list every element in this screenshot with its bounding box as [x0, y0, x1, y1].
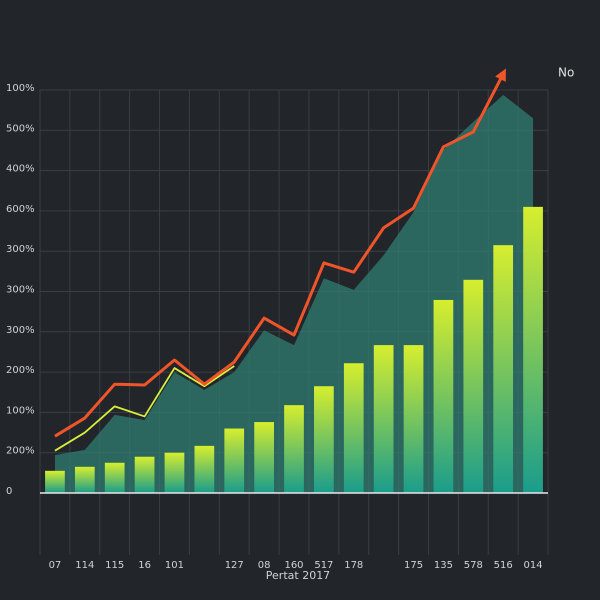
bar [194, 445, 215, 493]
bar [254, 422, 274, 493]
legend-label: No [558, 66, 574, 80]
y-tick-label: 100% [6, 83, 35, 94]
y-tick-label: 300% [6, 285, 35, 296]
x-tick-label: 07 [49, 560, 62, 571]
y-tick-label: 600% [6, 204, 35, 215]
y-tick-label: 300% [6, 244, 35, 255]
x-tick-label: 517 [314, 560, 333, 571]
y-tick-label: 400% [6, 164, 35, 175]
y-tick-label: 100% [6, 405, 35, 416]
x-tick-label: 175 [404, 560, 423, 571]
bar [284, 405, 304, 493]
x-tick-label: 16 [138, 560, 151, 571]
x-tick-label: 101 [165, 560, 184, 571]
line [54, 365, 235, 452]
y-tick-label: 0 [6, 486, 12, 497]
bar [343, 363, 364, 493]
x-tick-label: 578 [464, 560, 483, 571]
x-tick-label: 160 [284, 560, 303, 571]
x-tick-label: 127 [225, 560, 244, 571]
x-tick-label: 115 [105, 560, 124, 571]
y-tick-label: 200% [6, 365, 35, 376]
bar [433, 299, 454, 493]
y-tick-label: 500% [6, 123, 35, 134]
line [54, 68, 506, 438]
bar [493, 245, 514, 493]
y-tick-label: 200% [6, 446, 35, 457]
bar [164, 452, 185, 493]
x-tick-label: 178 [344, 560, 363, 571]
plot [40, 68, 548, 494]
x-axis-label: Pertat 2017 [266, 569, 330, 582]
bar [104, 462, 125, 493]
y-tick-label: 300% [6, 325, 35, 336]
x-tick-label: 135 [434, 560, 453, 571]
bar [314, 386, 334, 493]
x-tick-label: 114 [75, 560, 94, 571]
x-tick-label: 516 [494, 560, 513, 571]
bar [45, 470, 65, 493]
bar [224, 428, 245, 493]
bar [523, 206, 543, 493]
bar [403, 345, 424, 493]
bar [74, 466, 95, 493]
bar [373, 345, 394, 493]
x-tick-label: 08 [258, 560, 271, 571]
bar [134, 456, 155, 493]
x-tick-label: 014 [524, 560, 543, 571]
bar [463, 279, 484, 493]
